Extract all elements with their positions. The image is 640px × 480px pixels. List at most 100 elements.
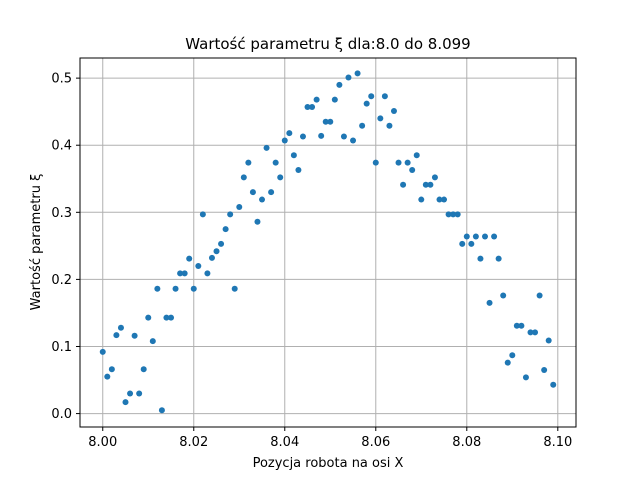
data-point (154, 285, 161, 292)
data-point (268, 189, 275, 196)
data-point (532, 329, 539, 336)
data-point (122, 399, 129, 406)
data-point (527, 329, 534, 336)
data-point (331, 96, 338, 103)
data-point (199, 211, 206, 218)
data-point (354, 70, 361, 77)
data-point (404, 159, 411, 166)
data-point (286, 130, 293, 137)
data-point (495, 255, 502, 262)
data-point (263, 144, 270, 151)
x-tick-label: 8.06 (361, 435, 390, 450)
data-point (400, 181, 407, 188)
data-point (327, 118, 334, 125)
data-point (168, 314, 175, 321)
data-point (463, 233, 470, 240)
data-point (231, 285, 238, 292)
data-point (131, 332, 138, 339)
data-point (295, 167, 302, 174)
data-point (536, 292, 543, 299)
data-point (477, 255, 484, 262)
data-point (350, 137, 357, 144)
data-point (245, 159, 252, 166)
data-point (509, 352, 516, 359)
data-point (395, 159, 402, 166)
data-point (113, 332, 120, 339)
data-point (550, 381, 557, 388)
data-point (541, 366, 548, 373)
data-point (99, 348, 106, 355)
x-tick-label: 8.00 (88, 435, 117, 450)
data-point (172, 285, 179, 292)
plot-frame (79, 57, 577, 428)
data-point (491, 233, 498, 240)
data-point (377, 115, 384, 122)
data-point (299, 133, 306, 140)
data-point (431, 174, 438, 181)
data-point (309, 103, 316, 110)
data-point (422, 181, 429, 188)
data-point (336, 81, 343, 88)
data-point (145, 314, 152, 321)
data-point (445, 211, 452, 218)
data-point (108, 366, 115, 373)
data-point (104, 373, 111, 380)
y-tick-label: 0.5 (51, 72, 72, 87)
data-point (281, 137, 288, 144)
data-point (486, 299, 493, 306)
data-point (249, 189, 256, 196)
x-axis: 8.00 8.02 8.04 8.06 8.08 8.10 (88, 427, 572, 450)
data-point (304, 103, 311, 110)
data-point (213, 248, 220, 255)
data-point (190, 285, 197, 292)
data-point (459, 240, 466, 247)
data-point (163, 314, 170, 321)
data-point (390, 108, 397, 115)
data-point (418, 196, 425, 203)
data-point (195, 262, 202, 269)
data-point (454, 211, 461, 218)
data-point (204, 270, 211, 277)
data-point (386, 122, 393, 129)
y-tick-label: 0.1 (51, 340, 72, 355)
data-point (436, 196, 443, 203)
data-point (218, 240, 225, 247)
data-point (208, 254, 215, 261)
data-point (441, 196, 448, 203)
data-point (500, 292, 507, 299)
data-point (359, 122, 366, 129)
data-point (340, 133, 347, 140)
data-point (368, 93, 375, 100)
data-point (545, 337, 552, 344)
data-point (149, 338, 156, 345)
data-point (313, 96, 320, 103)
data-point (381, 93, 388, 100)
data-point (427, 181, 434, 188)
data-point (513, 322, 520, 329)
data-point (481, 233, 488, 240)
x-tick-label: 8.04 (270, 435, 299, 450)
x-tick-label: 8.02 (179, 435, 208, 450)
x-tick-label: 8.10 (543, 435, 572, 450)
y-tick-label: 0.2 (51, 273, 72, 288)
y-axis: 0.0 0.1 0.2 0.3 0.4 0.5 (51, 72, 80, 422)
y-axis-label: Wartość parametru ξ (29, 174, 44, 311)
data-point (177, 270, 184, 277)
data-point (290, 152, 297, 159)
y-tick-label: 0.0 (51, 407, 72, 422)
data-point (468, 240, 475, 247)
data-point (277, 174, 284, 181)
y-tick-label: 0.4 (51, 139, 72, 154)
data-point (236, 203, 243, 210)
data-point (117, 324, 124, 331)
y-tick-label: 0.3 (51, 206, 72, 221)
data-point (181, 270, 188, 277)
data-point (413, 152, 420, 159)
data-point (363, 100, 370, 107)
data-point (272, 159, 279, 166)
data-point (240, 174, 247, 181)
data-point (227, 211, 234, 218)
data-point (186, 255, 193, 262)
